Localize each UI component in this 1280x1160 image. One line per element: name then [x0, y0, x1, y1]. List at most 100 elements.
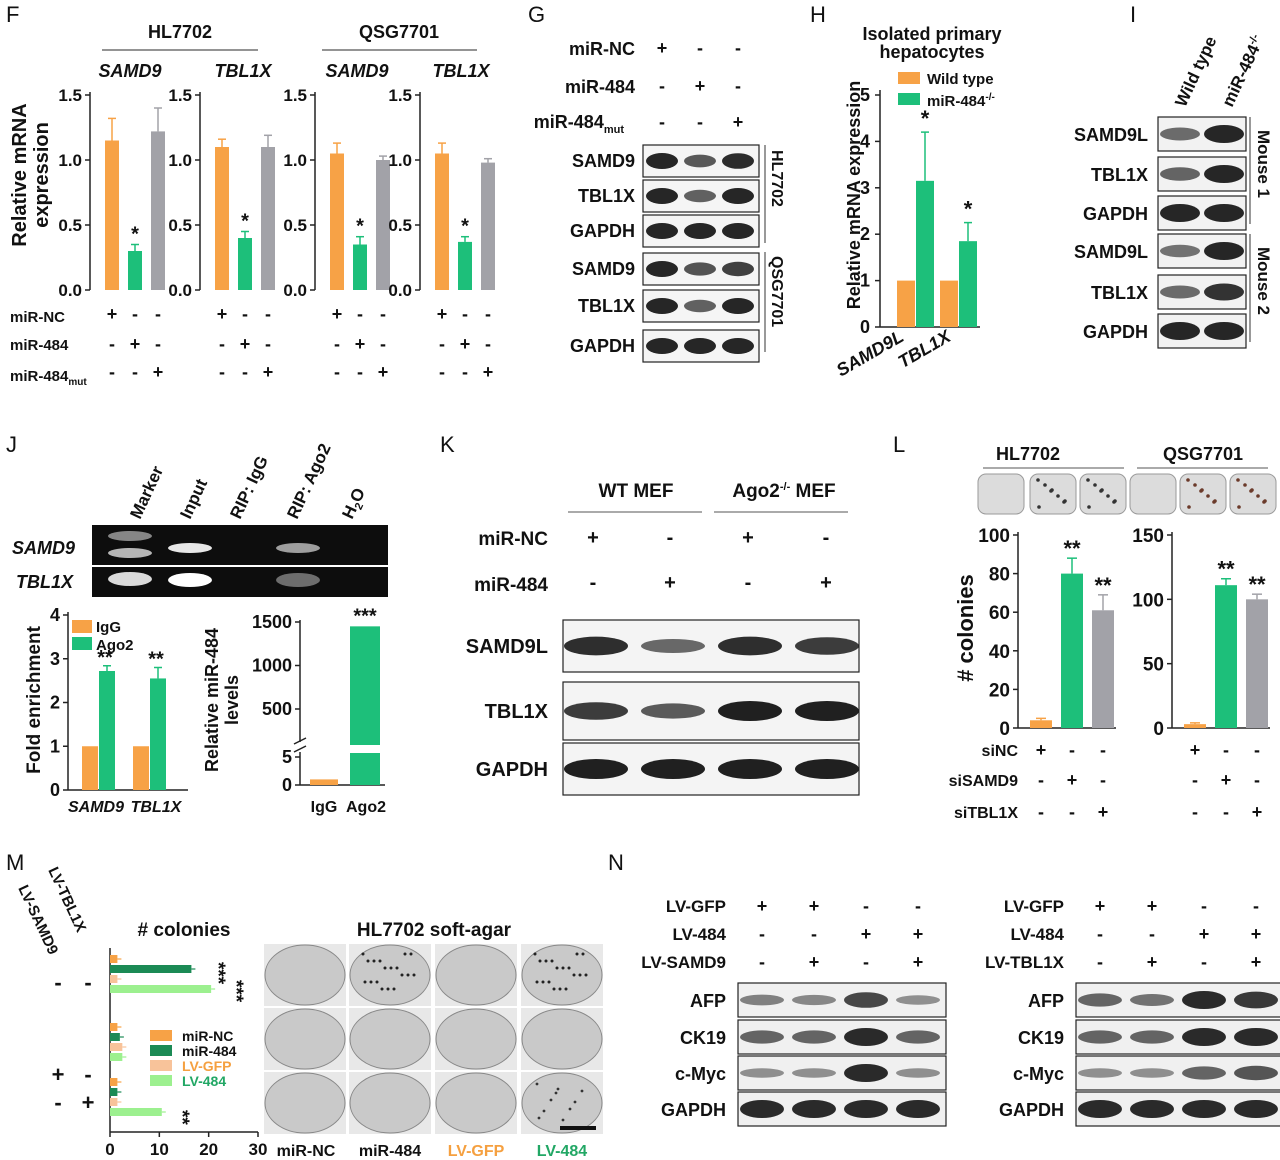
n-blot-label: AFP: [690, 991, 726, 1011]
l-bar: [1092, 610, 1114, 728]
m-legend-label: LV-GFP: [182, 1058, 232, 1074]
l-bar: [1215, 585, 1237, 728]
l-group-label: HL7702: [996, 444, 1060, 464]
panel-h: Isolated primary hepatocytes Relative mR…: [833, 24, 1002, 380]
g-sign: +: [733, 112, 744, 132]
l-colony-dot: [1036, 478, 1040, 482]
f-sign: -: [357, 362, 363, 382]
h-legend-label: Wild type: [927, 71, 994, 88]
f-bar: [435, 153, 449, 290]
n-blot-band: [1130, 994, 1174, 1006]
g-blot-band: [646, 261, 678, 277]
j-legend-swatch: [72, 637, 92, 650]
m-stars: ***: [225, 980, 246, 1003]
m-colony-dot: [400, 973, 404, 977]
k-blot-band: [564, 759, 628, 779]
n-blot-band: [740, 1068, 784, 1078]
h-ytick-label: 0: [860, 317, 870, 337]
l-colony-well: [1179, 473, 1227, 515]
h-bar-chart: 5 4 3 2 1 0 * *: [860, 85, 980, 337]
l-colony-well: [977, 473, 1025, 515]
j-mir-stars: ***: [353, 605, 377, 627]
l-ytick-label: 40: [989, 642, 1010, 663]
n-sign: -: [1253, 896, 1259, 916]
l-colony-dot: [1050, 488, 1054, 492]
i-blot-band: [1204, 242, 1244, 260]
g-cell-label: QSG7701: [768, 256, 785, 327]
m-sign-table: - -+ -- +: [52, 970, 95, 1115]
g-blot-band: [722, 298, 754, 314]
l-colony-dot: [1186, 478, 1190, 482]
j-gel-band: [168, 543, 212, 553]
g-blot-label: GAPDH: [570, 336, 635, 356]
l-ytick-label: 100: [978, 526, 1010, 547]
n-sign: +: [1095, 896, 1106, 916]
f-sign: +: [460, 334, 471, 354]
m-softagar-title: HL7702 soft-agar: [357, 920, 512, 941]
m-bar: [110, 1023, 118, 1031]
m-colony-dot: [584, 973, 588, 977]
j-mir-ytick-label: 5: [282, 747, 292, 767]
l-colony-dot: [1243, 483, 1247, 487]
j-fold-bar: [99, 671, 115, 790]
f-sign: -: [439, 362, 445, 382]
l-ytick-label: 80: [989, 565, 1010, 586]
l-colony-well: [1229, 473, 1277, 515]
i-blot-label: TBL1X: [1091, 165, 1148, 185]
f-sign: +: [355, 334, 366, 354]
m-colony-dot: [383, 966, 387, 970]
l-sign: -: [1254, 740, 1260, 760]
m-colony-dot: [535, 980, 539, 984]
j-lane-label: H2O: [338, 485, 371, 523]
k-sign: +: [587, 527, 599, 549]
l-colony-wells: [977, 473, 1277, 515]
h-ytick-label: 5: [860, 85, 870, 105]
h-ylabel: Relative mRNA expression: [844, 81, 864, 309]
n-blot-label: AFP: [1028, 991, 1064, 1011]
f-sign: +: [107, 304, 118, 324]
f-ytick-label: 0.0: [58, 281, 82, 300]
k-sign: +: [742, 527, 754, 549]
g-blot-band: [722, 261, 754, 277]
f-ytick-label: 1.0: [388, 151, 412, 170]
i-blot-label: SAMD9L: [1074, 242, 1148, 262]
j-mir-ytick-label: 500: [262, 699, 292, 719]
n-blot-band: [1130, 1030, 1174, 1044]
m-softagar-wells: [264, 944, 603, 1134]
g-sign: -: [697, 38, 703, 58]
j-lane-label: RIP: Ago2: [283, 441, 334, 522]
f-sign: -: [132, 362, 138, 382]
l-group-label: QSG7701: [1163, 444, 1243, 464]
i-col-label: miR-484-/-: [1218, 32, 1268, 110]
n-blot-band: [1234, 1100, 1278, 1118]
m-colony-dot: [573, 1100, 577, 1104]
f-ytick-label: 0.5: [58, 216, 82, 235]
l-colony-dot: [1100, 488, 1104, 492]
n-blot-label: c-Myc: [675, 1064, 726, 1084]
f-sign: -: [439, 334, 445, 354]
n-blot-band: [1182, 1028, 1226, 1046]
f-sign: -: [334, 362, 340, 382]
j-mir-chart: 1500 1000 500 5 0 *** IgG Ago2: [252, 605, 386, 816]
n-left-blots: LV-GFP LV-484 LV-SAMD9 + + - - - - + + - + - + AFP CK19 c…: [641, 896, 947, 1127]
j-fold-ytick-label: 3: [50, 649, 60, 669]
m-colony-dot: [372, 959, 376, 963]
m-softagar-well: [521, 944, 603, 1006]
l-sign: -: [1069, 740, 1075, 760]
m-sign: -: [84, 970, 91, 995]
m-colony-dot: [580, 1089, 584, 1093]
g-sign: -: [659, 112, 665, 132]
j-lane-label: Input: [176, 476, 211, 522]
n-blot-band: [1182, 1066, 1226, 1080]
n-sign: -: [863, 952, 869, 972]
panel-i: Wild type miR-484-/- SAMD9LTBL1XGAPDHSAM…: [1074, 32, 1273, 349]
j-mir-xcat: Ago2: [346, 799, 386, 816]
g-blot-band: [722, 338, 754, 354]
n-sign: +: [1147, 952, 1158, 972]
m-colony-dot: [386, 987, 390, 991]
m-colony-dot: [406, 973, 410, 977]
k-sign: +: [664, 572, 676, 594]
l-sign: -: [1038, 770, 1044, 790]
m-sign: -: [84, 1062, 91, 1087]
m-stars: **: [171, 1110, 192, 1125]
